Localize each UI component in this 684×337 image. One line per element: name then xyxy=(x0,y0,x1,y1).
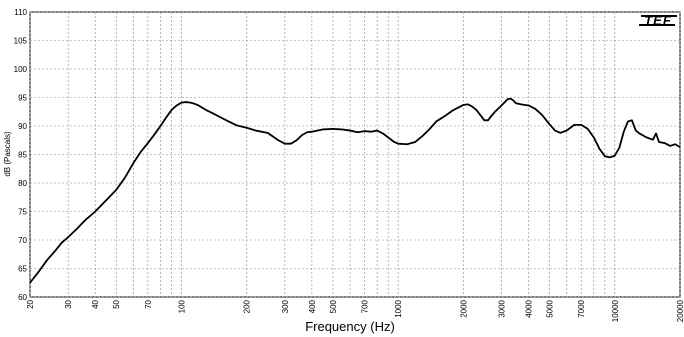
x-tick-label: 300 xyxy=(281,299,290,313)
x-tick-label: 40 xyxy=(91,299,100,308)
x-tick-label: 3000 xyxy=(497,299,506,317)
x-tick-label: 70 xyxy=(144,299,153,308)
x-tick-label: 400 xyxy=(308,299,317,313)
x-tick-label: 20000 xyxy=(676,299,684,322)
y-tick-label: 110 xyxy=(14,8,27,17)
grid-lines xyxy=(29,11,681,298)
x-tick-label: 20 xyxy=(26,299,35,308)
x-axis-label: Frequency (Hz) xyxy=(305,319,395,334)
y-tick-label: 100 xyxy=(14,65,28,74)
y-axis-ticks: 60 65 70 75 80 85 90 95 100 105 110 xyxy=(14,8,28,302)
y-tick-label: 85 xyxy=(18,151,27,160)
x-tick-label: 10000 xyxy=(611,299,620,322)
x-tick-label: 200 xyxy=(243,299,252,313)
x-tick-label: 100 xyxy=(177,299,186,313)
x-tick-label: 5000 xyxy=(546,299,555,317)
y-tick-label: 60 xyxy=(18,293,27,302)
x-tick-label: 700 xyxy=(361,299,370,313)
y-tick-label: 75 xyxy=(18,208,27,217)
tef-logo-text: TEF xyxy=(644,13,672,28)
y-tick-label: 70 xyxy=(18,236,27,245)
x-tick-label: 30 xyxy=(64,299,73,308)
x-axis-ticks: 20 30 40 50 70 100 200 300 400 500 700 1000 2000 3000… xyxy=(26,299,684,322)
x-tick-label: 2000 xyxy=(459,299,468,317)
tef-logo: TEF xyxy=(639,13,677,28)
y-tick-label: 105 xyxy=(14,37,28,46)
x-tick-label: 50 xyxy=(112,299,121,308)
y-tick-label: 95 xyxy=(18,94,27,103)
x-tick-label: 7000 xyxy=(577,299,586,317)
y-tick-label: 80 xyxy=(18,179,27,188)
series-line xyxy=(29,97,681,284)
y-tick-label: 90 xyxy=(18,122,27,131)
y-axis-label: dB (Pascals) xyxy=(3,131,12,177)
x-tick-label: 1000 xyxy=(394,299,403,317)
x-tick-label: 4000 xyxy=(525,299,534,317)
series-group xyxy=(29,97,681,284)
x-tick-label: 500 xyxy=(329,299,338,313)
y-tick-label: 65 xyxy=(18,265,27,274)
